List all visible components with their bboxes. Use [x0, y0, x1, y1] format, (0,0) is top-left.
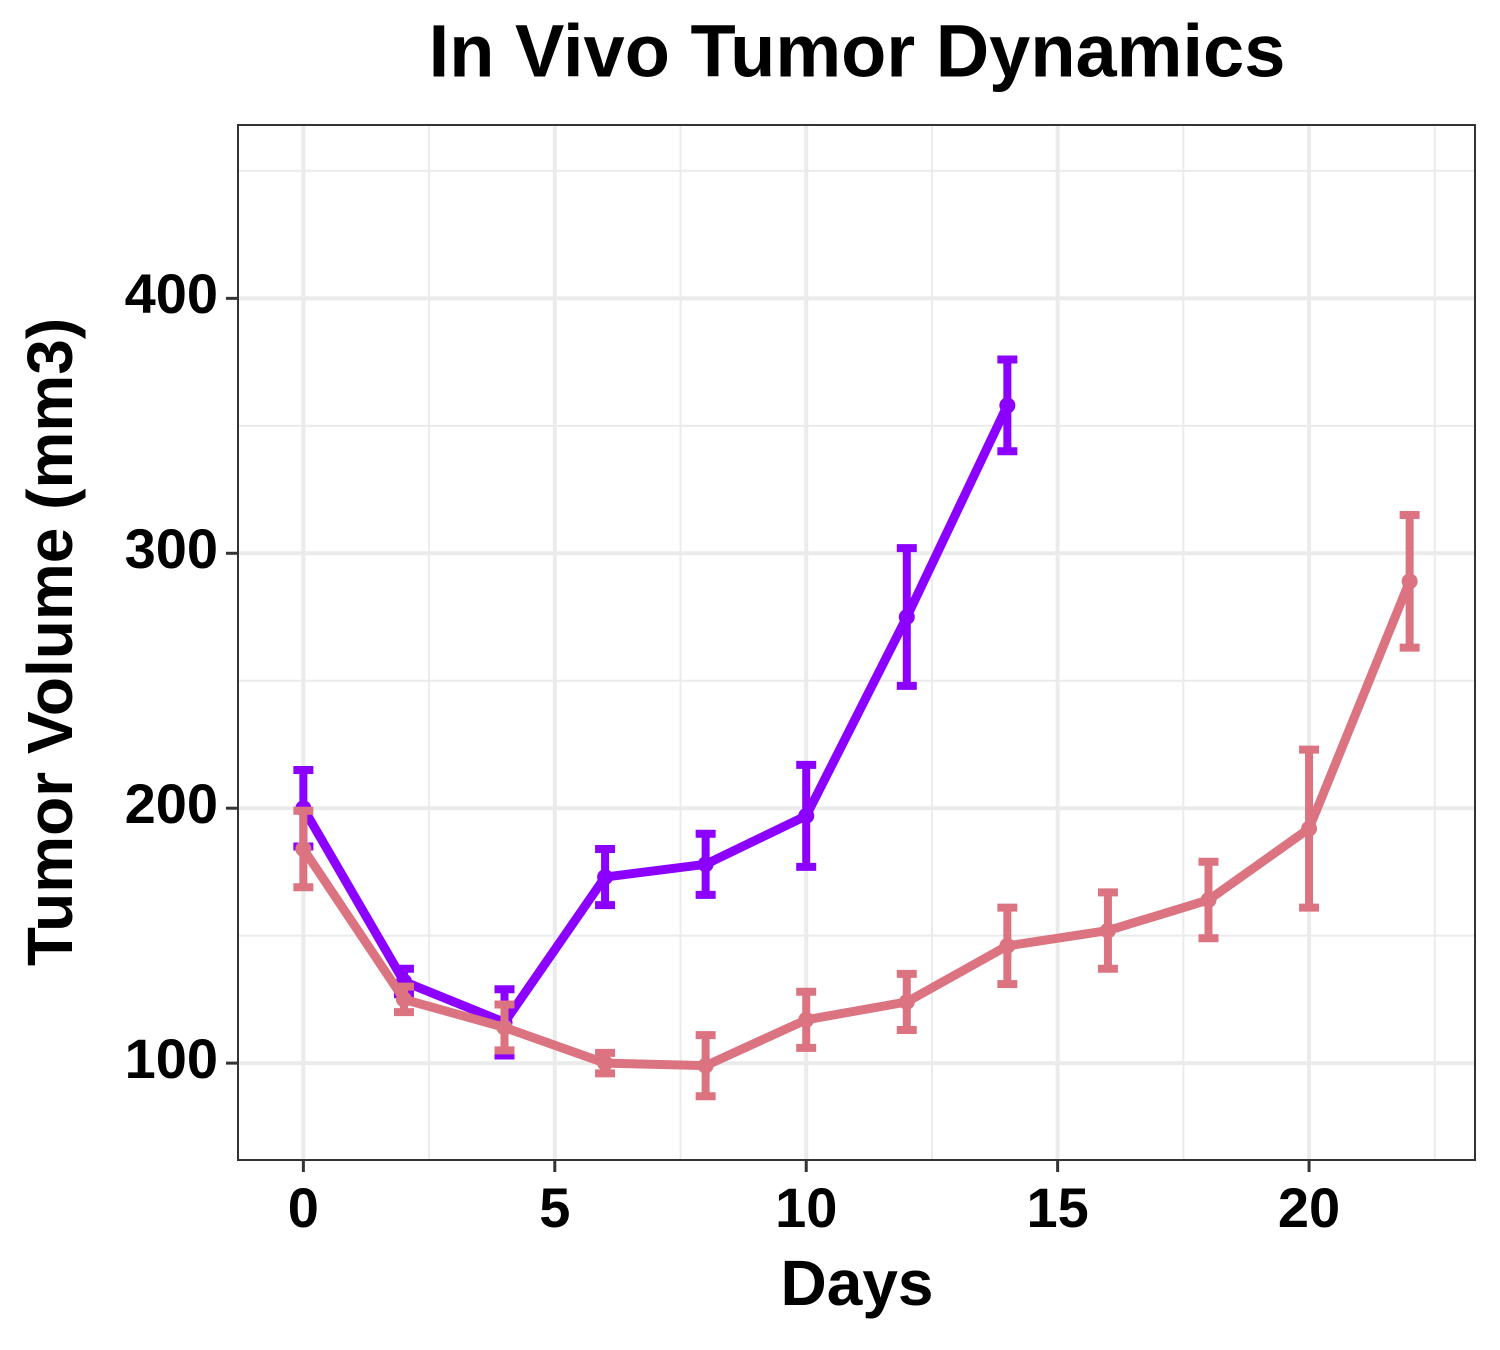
x-tick-label: 20	[1278, 1176, 1340, 1239]
point	[1200, 891, 1217, 908]
x-tick-label: 10	[775, 1176, 837, 1239]
chart-title: In Vivo Tumor Dynamics	[429, 10, 1286, 93]
point	[898, 993, 915, 1010]
point	[1301, 820, 1318, 837]
point	[798, 1011, 815, 1028]
point	[798, 807, 815, 824]
point	[999, 397, 1016, 414]
y-tick-label: 100	[125, 1027, 218, 1090]
point	[597, 869, 614, 886]
point	[697, 856, 714, 873]
point	[597, 1055, 614, 1072]
y-tick-label: 300	[125, 517, 218, 580]
y-axis-title: Tumor Volume (mm3)	[14, 318, 86, 966]
x-axis-title: Days	[781, 1247, 934, 1319]
x-tick-label: 0	[288, 1176, 319, 1239]
plot-border	[237, 124, 1476, 1161]
line	[299, 579, 1414, 1071]
point	[295, 840, 312, 857]
x-tick-label: 15	[1026, 1176, 1088, 1239]
point	[999, 937, 1016, 954]
y-tick-label: 400	[125, 262, 218, 325]
point	[496, 1019, 513, 1036]
y-tick-label: 200	[125, 772, 218, 835]
point	[395, 991, 412, 1008]
point	[1401, 573, 1418, 590]
point	[1099, 922, 1116, 939]
x-tick-label: 5	[539, 1176, 570, 1239]
point	[697, 1057, 714, 1074]
point	[898, 609, 915, 626]
line	[299, 403, 1012, 1027]
